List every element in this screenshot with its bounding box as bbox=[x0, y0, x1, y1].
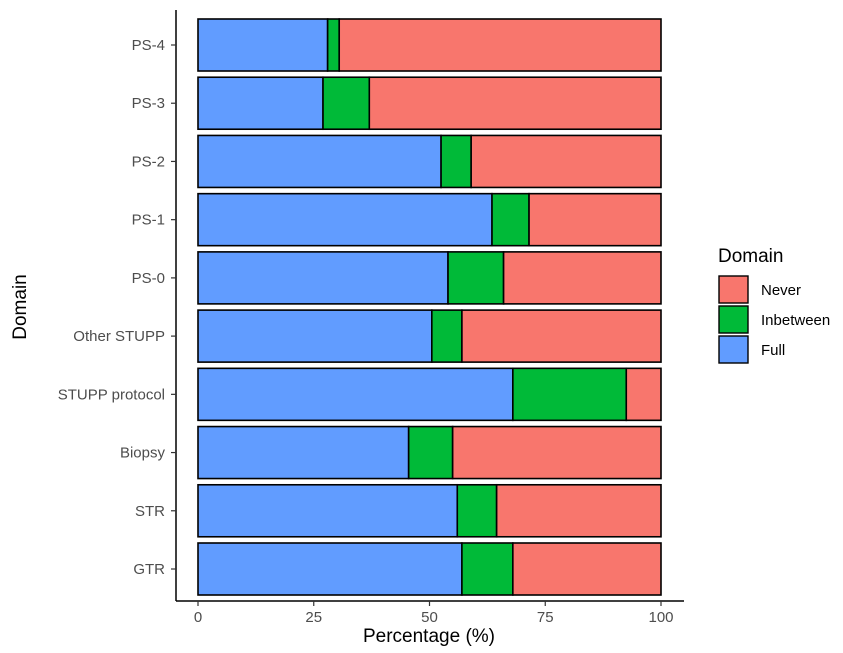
legend-key-never bbox=[718, 275, 749, 304]
bar-stupp-protocol-inbetween bbox=[512, 367, 628, 422]
bar-other-stupp-inbetween bbox=[431, 309, 463, 363]
bar-ps-3-inbetween bbox=[322, 76, 371, 131]
bar-biopsy-full bbox=[197, 425, 410, 480]
bar-other-stupp-never bbox=[461, 309, 662, 363]
bar-ps-4-never bbox=[338, 18, 662, 72]
y-tick-label: PS-3 bbox=[132, 95, 165, 112]
bars-layer bbox=[197, 18, 662, 596]
y-tick-label: Biopsy bbox=[120, 445, 166, 462]
bar-gtr-inbetween bbox=[461, 542, 514, 596]
bar-biopsy-never bbox=[451, 425, 662, 480]
bar-ps-0-inbetween bbox=[447, 251, 505, 305]
legend-key-inbetween bbox=[718, 305, 749, 334]
legend-label-full: Full bbox=[761, 342, 785, 359]
y-axis-title: Domain bbox=[10, 274, 31, 339]
x-tick-label: 25 bbox=[305, 609, 322, 626]
x-axis-title: Percentage (%) bbox=[363, 626, 495, 647]
bar-other-stupp-full bbox=[197, 309, 433, 363]
bar-gtr-never bbox=[512, 542, 662, 596]
y-tick-label: GTR bbox=[133, 561, 165, 578]
bar-ps-4-full bbox=[197, 18, 329, 72]
legend-key-full bbox=[718, 335, 749, 364]
legend-title: Domain bbox=[718, 246, 783, 267]
legend: Domain Never Inbetween Full bbox=[718, 246, 830, 364]
bar-str-inbetween bbox=[456, 483, 498, 538]
bar-ps-2-inbetween bbox=[440, 134, 472, 189]
y-tick-label: PS-1 bbox=[132, 212, 165, 229]
bar-ps-1-full bbox=[197, 192, 493, 247]
bar-ps-2-never bbox=[470, 134, 662, 189]
y-tick-label: PS-4 bbox=[132, 37, 165, 54]
y-tick-label: STR bbox=[135, 503, 165, 520]
y-ticks-layer: GTR STR Biopsy STUPP protocol Other STUPP PS-… bbox=[58, 37, 176, 578]
y-tick-label: PS-0 bbox=[132, 270, 165, 287]
legend-label-inbetween: Inbetween bbox=[761, 312, 830, 329]
bar-str-full bbox=[197, 483, 459, 538]
y-tick-label: STUPP protocol bbox=[58, 386, 165, 403]
bar-ps-2-full bbox=[197, 134, 442, 189]
bar-stupp-protocol-full bbox=[197, 367, 514, 422]
bar-ps-3-never bbox=[368, 76, 662, 131]
y-tick-label: Other STUPP bbox=[73, 328, 165, 345]
bar-biopsy-inbetween bbox=[407, 425, 454, 480]
bar-ps-0-full bbox=[197, 251, 449, 305]
x-tick-label: 50 bbox=[421, 609, 438, 626]
y-tick-label: PS-2 bbox=[132, 153, 165, 170]
bar-ps-3-full bbox=[197, 76, 324, 131]
bar-ps-4-inbetween bbox=[326, 18, 341, 72]
bar-ps-1-never bbox=[528, 192, 662, 247]
bar-str-never bbox=[495, 483, 662, 538]
bar-stupp-protocol-never bbox=[625, 367, 662, 422]
bar-gtr-full bbox=[197, 542, 463, 596]
x-tick-label: 100 bbox=[648, 609, 673, 626]
bar-ps-0-never bbox=[502, 251, 662, 305]
bar-ps-1-inbetween bbox=[491, 192, 530, 247]
x-tick-label: 75 bbox=[537, 609, 554, 626]
x-tick-label: 0 bbox=[194, 609, 202, 626]
x-ticks-layer: 0 25 50 75 100 bbox=[194, 601, 674, 626]
legend-label-never: Never bbox=[761, 282, 801, 299]
